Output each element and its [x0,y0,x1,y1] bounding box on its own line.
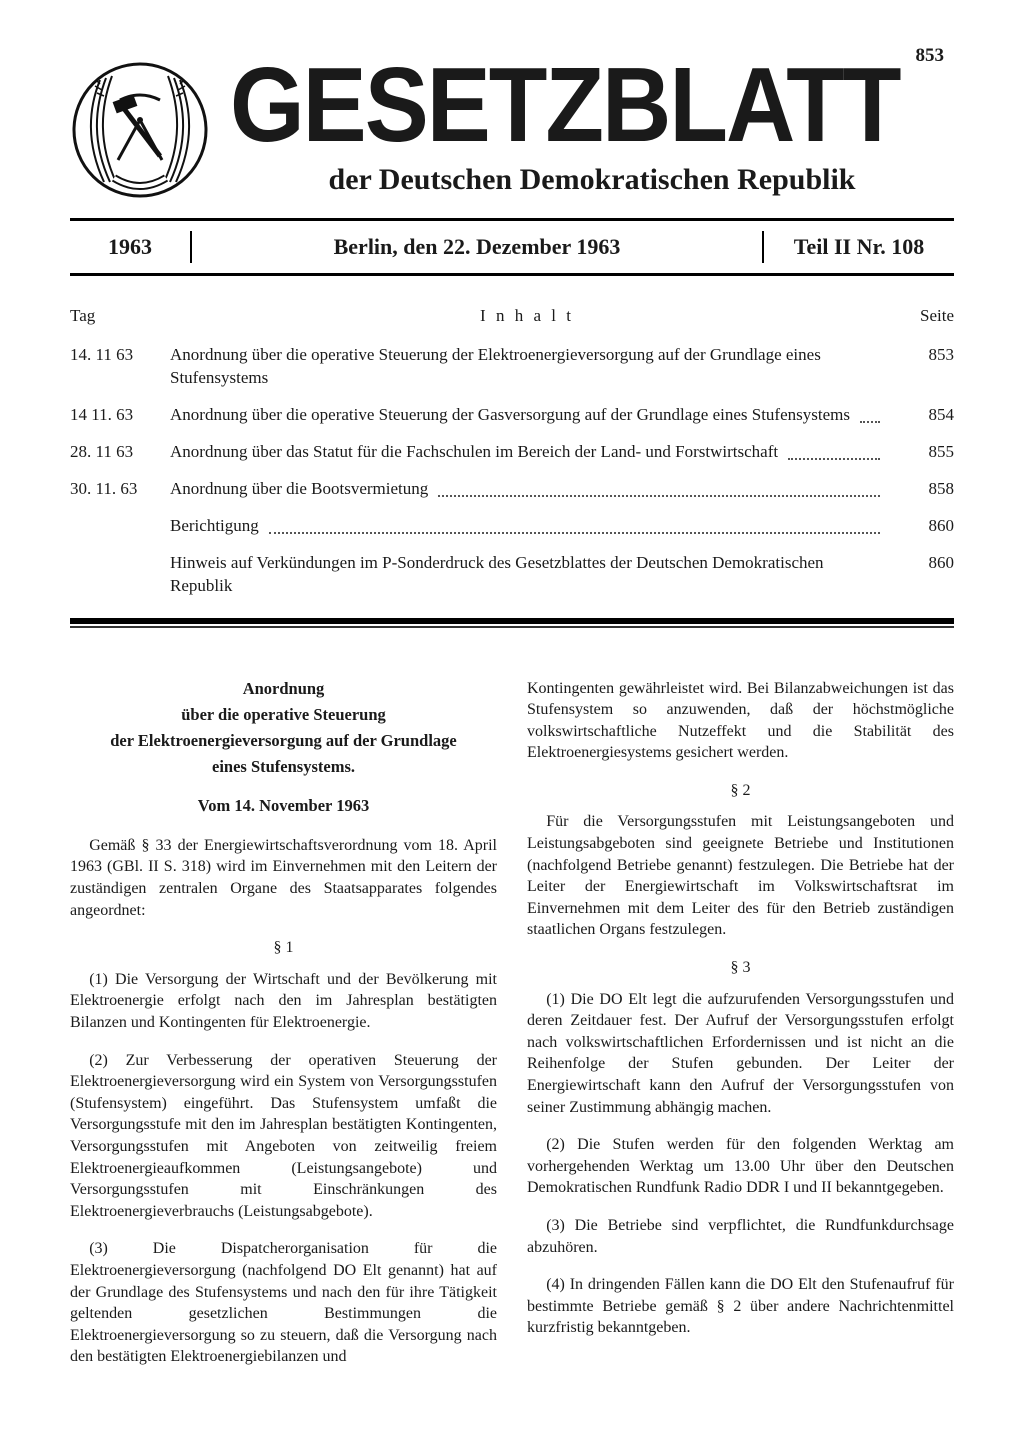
toc-dots [788,442,880,459]
paragraph: (2) Die Stufen werden für den folgenden … [527,1134,954,1199]
paragraph: (3) Die Dispatcherorganisation für die E… [70,1238,497,1368]
issue-date: Berlin, den 22. Dezember 1963 [192,234,762,260]
paragraph: (3) Die Betriebe sind verpflichtet, die … [527,1215,954,1258]
toc-text: Anordnung über die Bootsvermietung [170,478,434,501]
article-body: Anordnung über die operative Steuerung d… [70,678,954,1384]
table-of-contents: Tag I n h a l t Seite 14. 11 63 Anordnun… [70,306,954,598]
toc-page: 858 [884,478,954,501]
issue-part: Teil II Nr. 108 [764,234,954,260]
toc-text: Anordnung über das Statut für die Fachsc… [170,441,784,464]
paragraph: (2) Zur Verbesserung der operativen Steu… [70,1050,497,1223]
ordinance-title: Anordnung [70,678,497,700]
ordinance-title: über die operative Steuerung [70,704,497,726]
toc-dots [860,406,880,423]
toc-head-tag: Tag [70,306,170,326]
toc-date: 28. 11 63 [70,441,170,464]
toc-text: Anordnung über die operative Steuerung d… [170,344,876,390]
toc-page: 854 [884,404,954,427]
state-emblem-icon [70,60,210,200]
toc-dots [269,516,880,533]
toc-row: 14. 11 63 Anordnung über die operative S… [70,344,954,390]
toc-head-seite: Seite [884,306,954,326]
issue-year: 1963 [70,234,190,260]
toc-text: Anordnung über die operative Steuerung d… [170,404,856,427]
toc-page: 855 [884,441,954,464]
paragraph: Gemäß § 33 der Energiewirtschaftsverordn… [70,835,497,921]
toc-date: 14. 11 63 [70,344,170,367]
paragraph: (4) In dringenden Fällen kann die DO Elt… [527,1274,954,1339]
subtitle: der Deutschen Demokratischen Republik [230,163,954,197]
toc-row: Berichtigung 860 [70,515,954,538]
paragraph: Für die Versorgungsstufen mit Leistungsa… [527,811,954,941]
column-left: Anordnung über die operative Steuerung d… [70,678,497,1384]
issue-line: 1963 Berlin, den 22. Dezember 1963 Teil … [70,221,954,273]
rule [70,273,954,276]
paragraph: Kontingenten gewährleistet wird. Bei Bil… [527,678,954,764]
paragraph: (1) Die DO Elt legt die aufzurufenden Ve… [527,989,954,1119]
page: 853 [0,0,1024,1449]
toc-text: Berichtigung [170,515,265,538]
toc-date: 30. 11. 63 [70,478,170,501]
main-title: GESETZBLATT [230,58,954,153]
toc-page: 860 [884,515,954,538]
toc-head-inhalt: I n h a l t [170,306,884,326]
toc-text: Hinweis auf Verkündungen im P-Sonderdruc… [170,552,876,598]
section-heading: § 3 [527,957,954,979]
toc-page: 853 [884,344,954,367]
ordinance-title: der Elektroenergieversorgung auf der Gru… [70,730,497,752]
section-heading: § 1 [70,937,497,959]
toc-header: Tag I n h a l t Seite [70,306,954,326]
header: GESETZBLATT der Deutschen Demokratischen… [70,60,954,200]
toc-row: Hinweis auf Verkündungen im P-Sonderdruc… [70,552,954,598]
heavy-rule [70,618,954,628]
masthead: GESETZBLATT der Deutschen Demokratischen… [230,63,954,197]
toc-row: 30. 11. 63 Anordnung über die Bootsvermi… [70,478,954,501]
toc-row: 28. 11 63 Anordnung über das Statut für … [70,441,954,464]
ordinance-title: eines Stufensystems. [70,756,497,778]
section-heading: § 2 [527,780,954,802]
toc-page: 860 [884,552,954,575]
paragraph: (1) Die Versorgung der Wirtschaft und de… [70,969,497,1034]
ordinance-date: Vom 14. November 1963 [70,795,497,817]
toc-dots [438,479,880,496]
column-right: Kontingenten gewährleistet wird. Bei Bil… [527,678,954,1384]
toc-date: 14 11. 63 [70,404,170,427]
toc-row: 14 11. 63 Anordnung über die operative S… [70,404,954,427]
